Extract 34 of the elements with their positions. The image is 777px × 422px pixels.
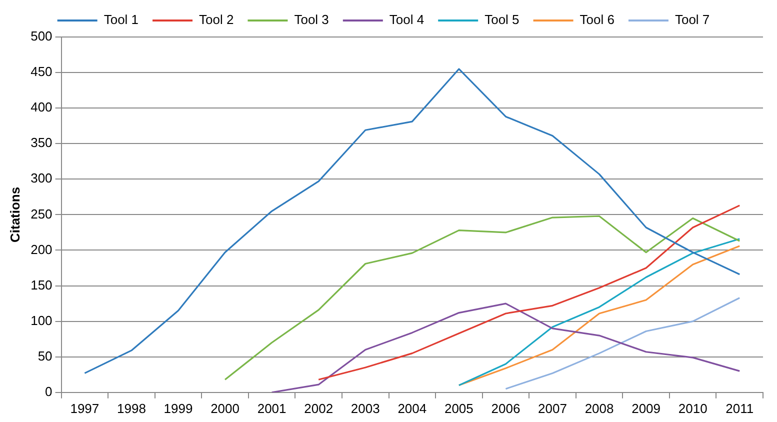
legend-label: Tool 7 (674, 12, 710, 28)
y-tick-label: 50 (38, 348, 52, 364)
legend-label: Tool 4 (389, 12, 424, 28)
y-tick-label: 400 (30, 100, 52, 115)
x-tick-label: 1998 (117, 400, 146, 416)
y-tick-label: 200 (30, 242, 52, 257)
y-tick-label: 250 (30, 206, 52, 222)
legend-label: Tool 2 (199, 12, 234, 28)
legend-label: Tool 5 (484, 12, 520, 28)
x-tick-label: 1997 (70, 400, 100, 416)
legend-label: Tool 6 (580, 12, 614, 28)
y-tick-label: 0 (45, 384, 52, 399)
x-tick-label: 2000 (210, 400, 240, 416)
x-tick-label: 1999 (164, 400, 193, 416)
y-tick-label: 350 (30, 135, 52, 150)
x-tick-label: 2001 (257, 400, 286, 416)
x-tick-label: 2002 (304, 400, 334, 416)
x-tick-label: 2011 (726, 400, 754, 416)
x-tick-label: 2010 (678, 400, 708, 416)
x-tick-label: 2003 (350, 400, 380, 416)
x-tick-label: 2008 (584, 400, 614, 416)
y-tick-label: 500 (30, 28, 52, 44)
x-tick-label: 2006 (491, 400, 520, 416)
legend-label: Tool 1 (104, 12, 139, 28)
x-tick-label: 2005 (444, 400, 474, 416)
y-tick-label: 150 (30, 277, 52, 292)
y-tick-label: 300 (30, 170, 52, 186)
legend-label: Tool 3 (294, 12, 329, 28)
y-tick-label: 450 (30, 64, 52, 80)
x-tick-label: 2004 (398, 400, 427, 416)
y-tick-label: 100 (30, 312, 52, 328)
x-tick-label: 2007 (538, 400, 567, 416)
y-axis-title: Citations (7, 186, 22, 243)
x-tick-label: 2009 (632, 400, 661, 416)
